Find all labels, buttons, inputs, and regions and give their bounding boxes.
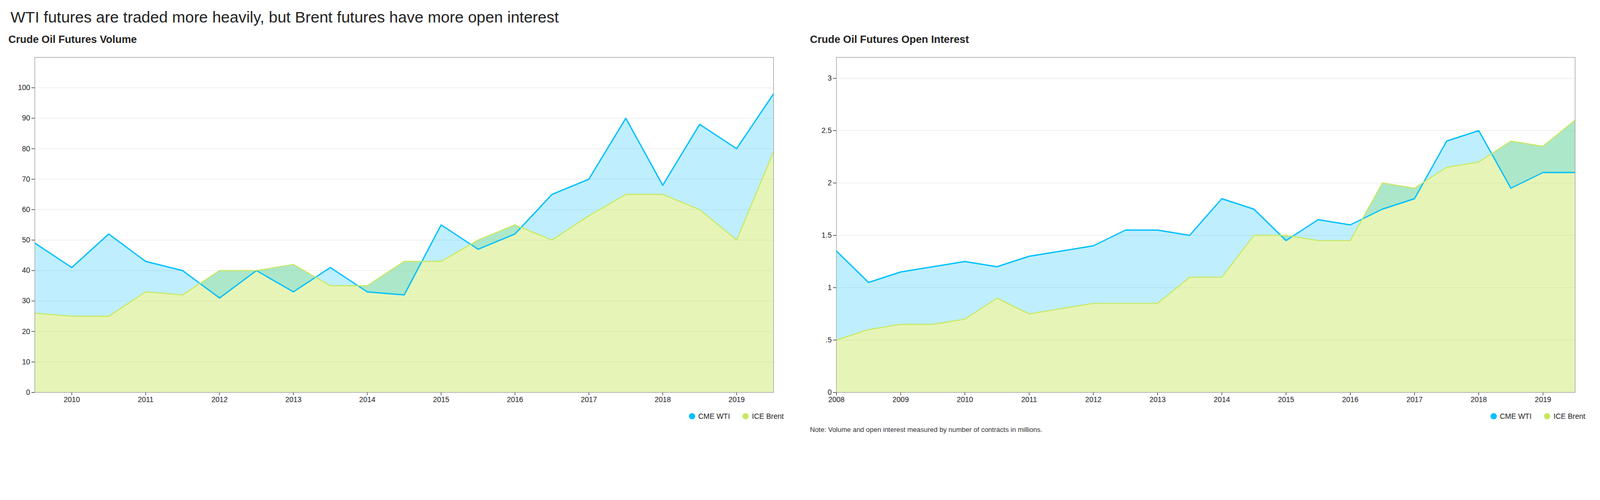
html-text:Crude Oil Futures Volume: Crude Oil Futures Volume <box>8 33 137 46</box>
svg-text:1.5: 1.5 <box>821 231 832 240</box>
svg-text:0: 0 <box>827 388 832 397</box>
svg-text:2011: 2011 <box>1021 395 1037 404</box>
svg-text:50: 50 <box>22 235 31 245</box>
svg-text:30: 30 <box>22 296 31 305</box>
html-text:ICE Brent: ICE Brent <box>1553 412 1586 421</box>
html-text:Crude Oil Futures Open Interes: Crude Oil Futures Open Interest <box>809 33 969 46</box>
svg-text:2: 2 <box>827 178 832 188</box>
svg-text:2009: 2009 <box>892 395 909 404</box>
html-text:CME WTI: CME WTI <box>1499 412 1532 421</box>
svg-text:2018: 2018 <box>1470 395 1487 404</box>
svg-text:2017: 2017 <box>1406 395 1423 404</box>
svg-text:90: 90 <box>22 113 31 123</box>
svg-text:.5: .5 <box>825 335 832 345</box>
svg-text:3: 3 <box>827 73 832 83</box>
svg-text:2016: 2016 <box>1342 395 1359 404</box>
svg-text:60: 60 <box>22 205 31 214</box>
svg-text:1: 1 <box>827 283 832 292</box>
svg-text:2018: 2018 <box>654 395 671 404</box>
svg-text:80: 80 <box>22 144 31 153</box>
html-text:Note: Volume and open interest: Note: Volume and open interest measured … <box>809 425 1043 434</box>
svg-text:100: 100 <box>17 83 31 92</box>
svg-text:2008: 2008 <box>828 395 845 404</box>
svg-text:2013: 2013 <box>285 395 302 404</box>
svg-text:2012: 2012 <box>1085 395 1102 404</box>
svg-text:2016: 2016 <box>506 395 523 404</box>
svg-text:2017: 2017 <box>580 395 597 404</box>
svg-text:2015: 2015 <box>1277 395 1295 404</box>
html-text:CME WTI: CME WTI <box>698 412 730 421</box>
html-text:ICE Brent: ICE Brent <box>751 412 784 421</box>
svg-text:2010: 2010 <box>63 395 80 404</box>
svg-text:2019: 2019 <box>728 395 745 404</box>
svg-text:2010: 2010 <box>956 395 973 404</box>
svg-text:2015: 2015 <box>432 395 449 404</box>
html-text:WTI futures are traded more he: WTI futures are traded more heavily, but… <box>10 8 559 26</box>
svg-text:40: 40 <box>22 266 31 275</box>
svg-text:2012: 2012 <box>211 395 228 404</box>
svg-text:2011: 2011 <box>137 395 154 404</box>
svg-text:2019: 2019 <box>1535 395 1552 404</box>
svg-text:2.5: 2.5 <box>821 126 832 135</box>
svg-text:20: 20 <box>22 327 31 336</box>
svg-text:2014: 2014 <box>1213 395 1231 404</box>
svg-text:10: 10 <box>22 357 31 367</box>
svg-text:0: 0 <box>26 388 31 397</box>
svg-text:70: 70 <box>22 174 31 184</box>
svg-text:2014: 2014 <box>358 395 376 404</box>
svg-text:2013: 2013 <box>1149 395 1166 404</box>
